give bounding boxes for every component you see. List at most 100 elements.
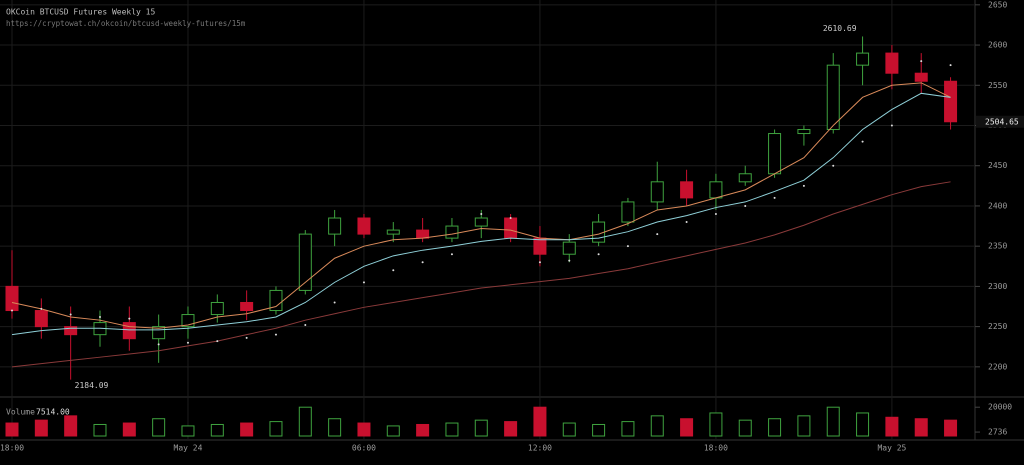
candle-body (738, 173, 752, 183)
low-label: 2184.09 (75, 381, 109, 390)
x-tick-label: 18:00 (0, 444, 24, 453)
sar-dot (920, 60, 923, 63)
sar-dot (40, 307, 43, 310)
sar-dot (421, 261, 424, 264)
volume-bar (709, 412, 723, 437)
candle-body (856, 52, 870, 66)
y-tick-label: 2400 (988, 201, 1007, 210)
volume-bar (856, 412, 870, 437)
volume-bar (797, 415, 811, 437)
candle-body (768, 133, 782, 175)
candle-body (181, 314, 195, 328)
candle-body (944, 80, 958, 123)
sar-dot (656, 233, 659, 236)
x-tick-label: 12:00 (528, 444, 552, 453)
sar-dot (392, 269, 395, 272)
sar-dot (773, 196, 776, 199)
candle-body (64, 326, 78, 336)
sar-dot (949, 64, 952, 67)
candle-body (328, 217, 342, 235)
y-tick-label: 2650 (988, 0, 1007, 9)
y-tick-label: 2450 (988, 161, 1007, 170)
volume-bar (386, 425, 400, 437)
candle-body (650, 181, 664, 203)
sar-dot (274, 333, 277, 336)
candle-body (826, 64, 840, 131)
candle-body (34, 310, 48, 328)
volume-bar (562, 422, 576, 437)
sar-dot (568, 259, 571, 262)
candle-body (797, 129, 811, 135)
volume-label: Volume (6, 408, 35, 417)
moving-average (11, 82, 951, 329)
chart-subtitle: https://cryptowat.ch/okcoin/btcusd-weekl… (6, 19, 246, 28)
y-tick-label: 2250 (988, 322, 1007, 331)
y-tick-label: 2600 (988, 41, 1007, 50)
volume-bar (504, 421, 518, 437)
moving-average (11, 92, 951, 336)
sar-dot (333, 301, 336, 304)
candle-body (533, 237, 547, 255)
candle-body (914, 72, 928, 82)
candle-body (709, 181, 723, 199)
candle-body (445, 225, 459, 239)
last-price-box (976, 115, 1024, 128)
candle-body (240, 301, 254, 312)
volume-tick-label: 20000 (988, 403, 1012, 412)
volume-bar (181, 425, 195, 437)
candle-body (504, 217, 518, 239)
candle-body (416, 229, 430, 239)
volume-bar (240, 422, 254, 437)
candle-body (562, 241, 576, 255)
sar-dot (186, 341, 189, 344)
candle-body (386, 229, 400, 235)
sar-dot (538, 261, 541, 264)
sar-dot (861, 140, 864, 143)
volume-bar (328, 418, 342, 437)
volume-bar (768, 418, 782, 437)
volume-bar (416, 423, 430, 437)
sar-dot (157, 343, 160, 346)
x-tick-label: 06:00 (352, 444, 376, 453)
y-tick-label: 2300 (988, 282, 1007, 291)
volume-tick-label: 2736 (988, 428, 1007, 437)
volume-bar (826, 406, 840, 437)
sar-dot (245, 336, 248, 339)
sar-dot (128, 317, 131, 320)
candle-body (269, 289, 283, 312)
volume-bar (445, 422, 459, 437)
volume-bar (34, 419, 48, 437)
candle-body (621, 201, 635, 223)
volume-bar (5, 422, 19, 437)
candle-body (885, 52, 899, 74)
sar-dot (69, 313, 72, 316)
volume-bar (680, 418, 694, 437)
sar-dot (362, 281, 365, 284)
candle-body (474, 217, 488, 227)
last-price-label: 2504.65 (985, 117, 1019, 126)
candle-body (5, 285, 19, 312)
sar-dot (685, 221, 688, 224)
volume-bar (64, 415, 78, 437)
x-tick-label: May 24 (174, 444, 203, 453)
sar-dot (626, 245, 629, 248)
sar-dot (450, 253, 453, 256)
chart-title: OKCoin BTCUSD Futures Weekly 15 (6, 8, 155, 17)
y-tick-label: 2550 (988, 81, 1007, 90)
volume-bar (122, 422, 136, 437)
volume-bar (885, 416, 899, 437)
sar-dot (480, 212, 483, 215)
x-tick-label: May 25 (877, 444, 906, 453)
volume-bar (210, 423, 224, 437)
moving-average (11, 181, 951, 368)
volume-bar (592, 423, 606, 437)
candle-body (357, 217, 371, 235)
candle-body (122, 322, 136, 340)
high-label: 2610.69 (823, 24, 857, 33)
sar-dot (744, 204, 747, 207)
candle-body (210, 301, 224, 316)
candle-body (298, 233, 312, 291)
sar-dot (11, 309, 13, 312)
sar-dot (304, 324, 307, 327)
